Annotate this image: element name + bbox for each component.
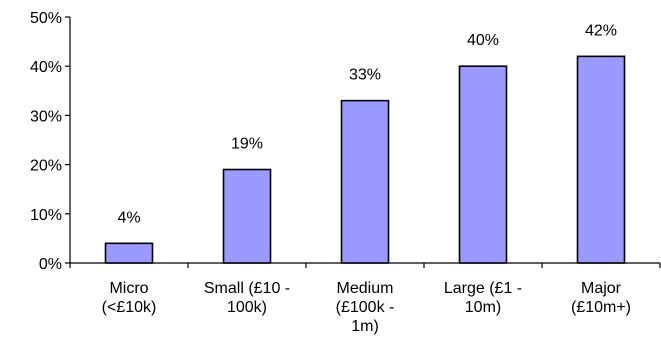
x-category-label: 1m) bbox=[351, 318, 379, 335]
data-label: 42% bbox=[585, 22, 617, 39]
y-tick-label: 10% bbox=[30, 207, 62, 224]
x-category-label: Major bbox=[581, 280, 622, 297]
bar bbox=[340, 99, 390, 264]
y-tick-label: 50% bbox=[30, 10, 62, 27]
data-label: 4% bbox=[117, 209, 140, 226]
bar bbox=[222, 168, 272, 264]
bar bbox=[576, 55, 626, 264]
data-label: 19% bbox=[231, 136, 263, 153]
y-tick-label: 40% bbox=[30, 59, 62, 76]
x-category-label: Medium bbox=[337, 280, 394, 297]
x-category-label: (£10m+) bbox=[571, 299, 631, 316]
x-category-label: Large (£1 - bbox=[444, 280, 522, 297]
data-label: 40% bbox=[467, 32, 499, 49]
y-tick-label: 0% bbox=[39, 256, 62, 273]
y-tick-label: 30% bbox=[30, 108, 62, 125]
x-category-label: 100k) bbox=[227, 299, 267, 316]
x-category-label: (£100k - bbox=[336, 299, 395, 316]
x-category-label: (<£10k) bbox=[102, 299, 157, 316]
bar bbox=[104, 242, 154, 264]
y-tick-label: 20% bbox=[30, 158, 62, 175]
data-label: 33% bbox=[349, 67, 381, 84]
bar bbox=[458, 65, 508, 264]
x-category-label: Small (£10 - bbox=[204, 280, 290, 297]
x-category-label: 10m) bbox=[465, 299, 501, 316]
x-category-label: Micro bbox=[109, 280, 148, 297]
